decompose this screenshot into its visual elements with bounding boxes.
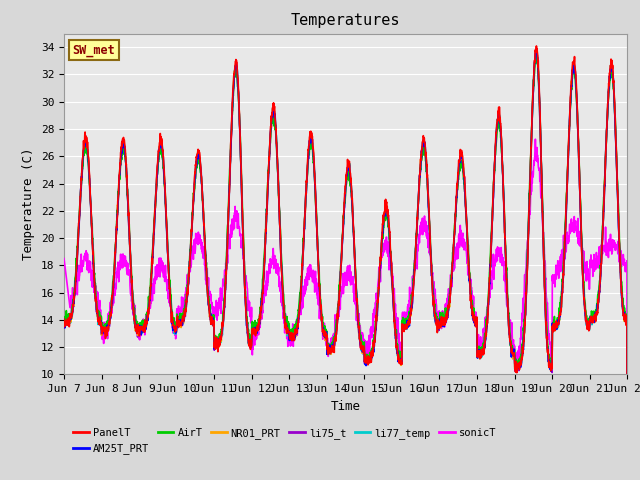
X-axis label: Time: Time: [331, 400, 360, 413]
Title: Temperatures: Temperatures: [291, 13, 401, 28]
Y-axis label: Temperature (C): Temperature (C): [22, 148, 35, 260]
Legend: PanelT, AM25T_PRT, AirT, NR01_PRT, li75_t, li77_temp, sonicT: PanelT, AM25T_PRT, AirT, NR01_PRT, li75_…: [69, 424, 500, 458]
Text: SW_met: SW_met: [72, 44, 115, 57]
